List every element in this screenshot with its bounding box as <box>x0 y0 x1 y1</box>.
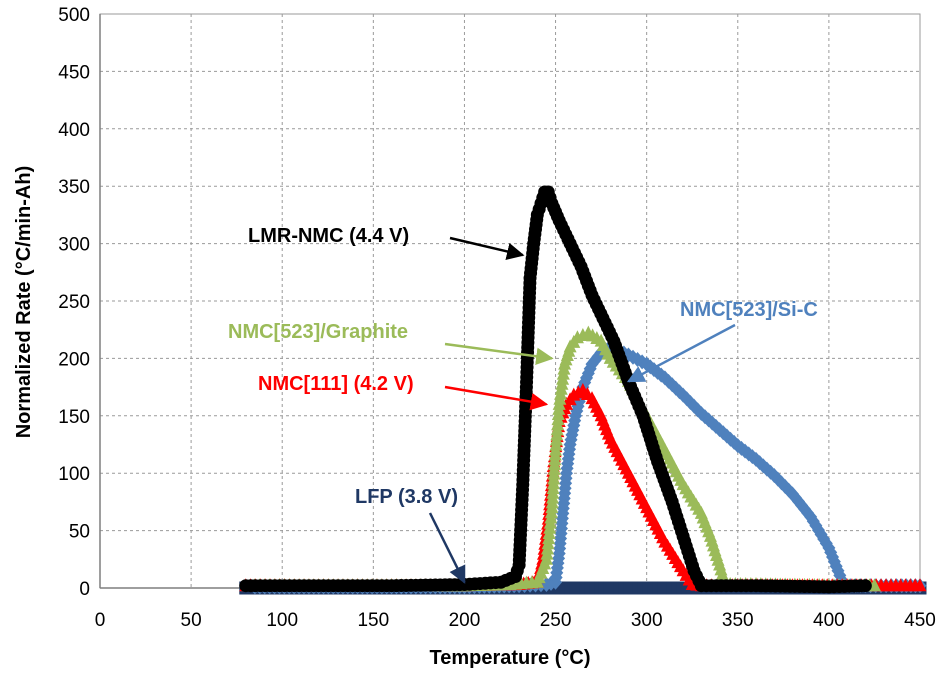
y-tick-label: 0 <box>79 579 90 600</box>
series-line <box>245 389 920 587</box>
annotation-label: NMC[523]/Si-C <box>680 299 818 321</box>
x-tick-label: 0 <box>95 610 106 631</box>
series-lmr-nmc-4-4-v <box>239 185 872 594</box>
annotation: LMR-NMC (4.4 V) <box>248 225 525 260</box>
x-tick-label: 100 <box>266 610 298 631</box>
annotation: NMC[523]/Si-C <box>626 299 818 383</box>
y-tick-label: 500 <box>58 5 90 26</box>
annotation-label: LMR-NMC (4.4 V) <box>248 225 409 247</box>
annotation-arrow <box>449 236 525 260</box>
annotation-arrow <box>444 342 554 365</box>
series-nmc-111-4-2-v <box>239 383 927 592</box>
annotation-label: NMC[111] (4.2 V) <box>258 373 414 395</box>
x-tick-label: 50 <box>181 610 202 631</box>
x-tick-label: 200 <box>449 610 481 631</box>
annotations: LMR-NMC (4.4 V) NMC[523]/Graphite NMC[111]… <box>228 225 818 584</box>
y-tick-label: 300 <box>58 235 90 256</box>
y-tick-label: 150 <box>58 407 90 428</box>
x-tick-label: 350 <box>722 610 754 631</box>
x-tick-label: 150 <box>357 610 389 631</box>
y-tick-label: 50 <box>69 522 90 543</box>
annotation: NMC[523]/Graphite <box>228 321 554 365</box>
annotation: NMC[111] (4.2 V) <box>258 373 549 411</box>
y-tick-label: 450 <box>58 62 90 83</box>
data-point <box>858 579 872 593</box>
y-tick-label: 100 <box>58 464 90 485</box>
x-tick-label: 400 <box>813 610 845 631</box>
x-axis-title: Temperature (°C) <box>430 647 591 669</box>
y-tick-label: 200 <box>58 349 90 370</box>
x-tick-label: 450 <box>904 610 936 631</box>
annotation: LFP (3.8 V) <box>355 486 466 584</box>
annotation-arrow <box>444 385 549 411</box>
annotation-label: NMC[523]/Graphite <box>228 321 408 343</box>
y-tick-label: 250 <box>58 292 90 313</box>
data-point <box>913 578 927 592</box>
y-axis-title: Normalized Rate (°C/min-Ah) <box>13 166 35 438</box>
x-tick-label: 300 <box>631 610 663 631</box>
y-tick-label: 350 <box>58 177 90 198</box>
series-layer <box>239 185 927 595</box>
annotation-arrow <box>428 512 466 584</box>
annotation-label: LFP (3.8 V) <box>355 486 458 508</box>
annotation-arrow <box>626 323 736 383</box>
y-tick-label: 400 <box>58 120 90 141</box>
x-tick-label: 250 <box>540 610 572 631</box>
